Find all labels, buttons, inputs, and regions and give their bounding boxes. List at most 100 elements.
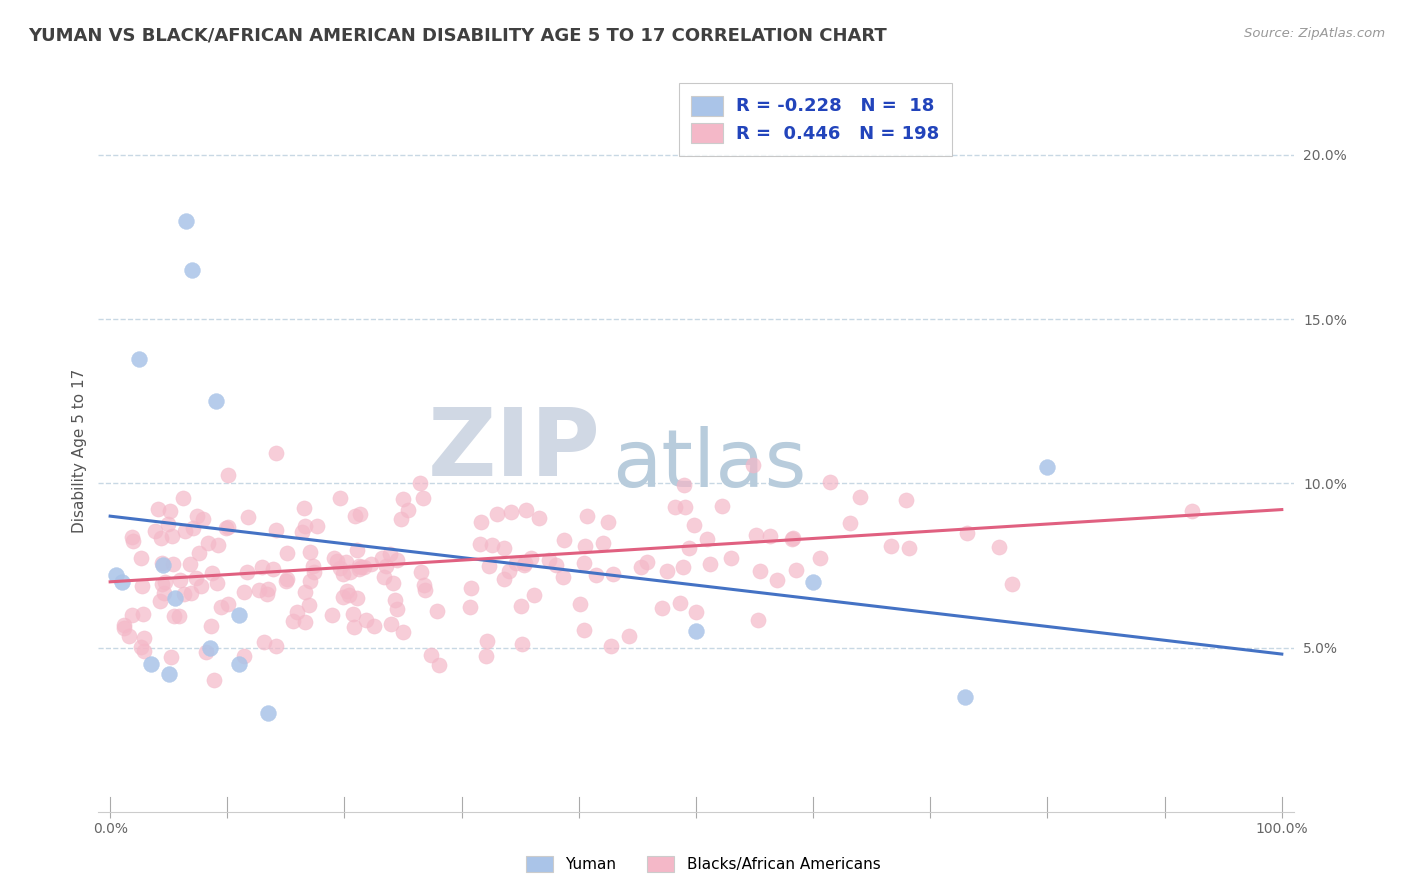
Point: [748, 564, 770, 578]
Point: [373, 570, 395, 584]
Point: [204, 394, 226, 409]
Point: [129, 550, 152, 565]
Point: [291, 525, 314, 540]
Point: [655, 564, 678, 578]
Point: [766, 573, 789, 587]
Point: [179, 558, 201, 572]
Point: [276, 546, 298, 560]
Point: [195, 645, 218, 659]
Text: YUMAN VS BLACK/AFRICAN AMERICAN DISABILITY AGE 5 TO 17 CORRELATION CHART: YUMAN VS BLACK/AFRICAN AMERICAN DISABILI…: [28, 27, 887, 45]
Point: [412, 491, 434, 505]
Point: [782, 531, 804, 545]
Point: [538, 553, 561, 567]
Point: [685, 605, 707, 619]
Point: [298, 598, 321, 612]
Point: [131, 607, 153, 621]
Point: [162, 608, 184, 623]
Point: [302, 565, 325, 579]
Point: [408, 476, 430, 491]
Point: [118, 629, 141, 643]
Legend: R = -0.228   N =  18, R =  0.446   N = 198: R = -0.228 N = 18, R = 0.446 N = 198: [679, 84, 952, 155]
Point: [342, 607, 364, 621]
Point: [228, 607, 250, 622]
Point: [585, 568, 607, 582]
Point: [262, 562, 284, 576]
Point: [339, 565, 361, 579]
Point: [498, 564, 520, 578]
Point: [257, 582, 280, 596]
Point: [572, 623, 595, 637]
Point: [1000, 577, 1022, 591]
Point: [745, 528, 768, 542]
Point: [193, 512, 215, 526]
Point: [200, 566, 222, 581]
Point: [155, 575, 177, 590]
Point: [335, 555, 357, 569]
Point: [121, 531, 143, 545]
Point: [505, 556, 527, 570]
Point: [174, 213, 197, 227]
Point: [898, 541, 921, 555]
Legend: Yuman, Blacks/African Americans: Yuman, Blacks/African Americans: [517, 848, 889, 880]
Point: [207, 538, 229, 552]
Point: [742, 458, 765, 472]
Point: [515, 503, 537, 517]
Point: [711, 499, 734, 513]
Point: [839, 516, 862, 531]
Point: [599, 640, 621, 654]
Point: [636, 555, 658, 569]
Point: [150, 577, 173, 591]
Point: [669, 596, 692, 610]
Point: [396, 503, 419, 517]
Point: [470, 516, 492, 530]
Point: [187, 546, 209, 560]
Point: [673, 500, 696, 515]
Point: [513, 556, 536, 570]
Point: [321, 607, 343, 622]
Point: [672, 478, 695, 492]
Point: [664, 500, 686, 514]
Point: [217, 597, 239, 611]
Point: [1181, 504, 1204, 518]
Point: [146, 501, 169, 516]
Point: [363, 619, 385, 633]
Point: [343, 508, 366, 523]
Point: [478, 558, 501, 573]
Text: ZIP: ZIP: [427, 404, 600, 497]
Point: [149, 594, 172, 608]
Point: [391, 512, 413, 526]
Point: [198, 640, 221, 655]
Point: [630, 560, 652, 574]
Point: [818, 475, 841, 489]
Point: [129, 640, 152, 654]
Point: [294, 501, 316, 516]
Point: [167, 608, 190, 623]
Point: [360, 557, 382, 571]
Point: [228, 657, 250, 671]
Point: [141, 657, 163, 671]
Point: [190, 579, 212, 593]
Point: [298, 574, 321, 588]
Point: [785, 563, 807, 577]
Point: [385, 602, 408, 616]
Point: [529, 510, 551, 524]
Point: [780, 532, 803, 546]
Point: [285, 605, 308, 619]
Point: [294, 615, 316, 629]
Point: [274, 574, 297, 588]
Point: [205, 576, 228, 591]
Point: [380, 617, 402, 632]
Point: [181, 521, 204, 535]
Point: [202, 673, 225, 688]
Point: [678, 541, 700, 555]
Point: [180, 586, 202, 600]
Point: [209, 600, 232, 615]
Point: [329, 561, 352, 575]
Point: [105, 568, 128, 582]
Point: [619, 629, 641, 643]
Point: [200, 619, 222, 633]
Point: [808, 551, 831, 566]
Point: [173, 587, 195, 601]
Point: [354, 613, 377, 627]
Point: [1036, 459, 1059, 474]
